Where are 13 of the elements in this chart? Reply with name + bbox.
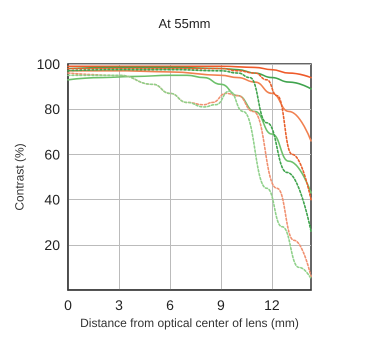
x-tick-label: 0 (64, 297, 72, 313)
y-axis-title: Contrast (%) (12, 143, 27, 211)
chart-title: At 55mm (158, 16, 211, 31)
y-tick-label: 20 (44, 236, 60, 253)
y-tick-label: 40 (44, 192, 60, 208)
y-tick-label: 60 (44, 146, 60, 162)
x-tick-label: 3 (115, 297, 124, 313)
x-tick-label: 9 (217, 297, 226, 313)
x-tick-label: 12 (264, 297, 280, 313)
x-axis-title: Distance from optical center of lens (mm) (80, 316, 299, 330)
y-tick-label: 100 (36, 56, 60, 72)
y-tick-label: 80 (44, 101, 60, 118)
x-tick-label: 6 (166, 297, 174, 313)
